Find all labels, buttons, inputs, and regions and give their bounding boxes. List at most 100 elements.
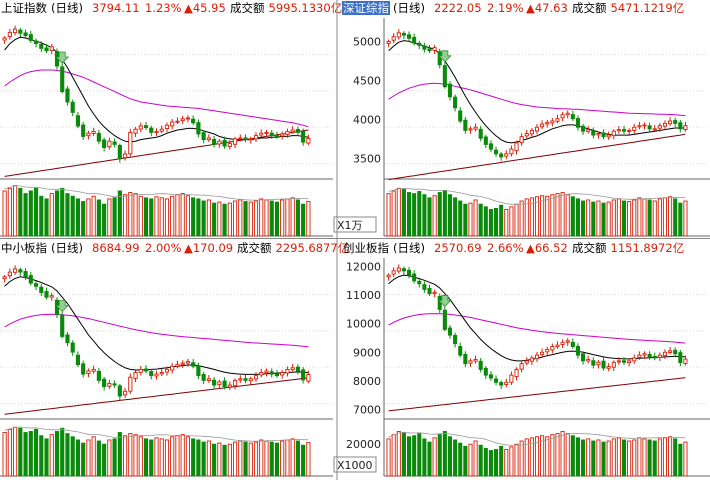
- candles: [386, 29, 688, 161]
- candle-body-down: [673, 349, 678, 355]
- candle: [683, 121, 688, 132]
- volume-bar: [170, 436, 175, 477]
- candle-body-down: [28, 34, 33, 41]
- candle: [586, 125, 591, 134]
- volume-bar: [91, 195, 96, 237]
- candle-body-up: [565, 340, 570, 343]
- candle: [534, 124, 540, 135]
- volume-bar: [112, 438, 117, 477]
- volume-bar: [529, 437, 534, 477]
- volume-bar: [191, 438, 196, 477]
- candle: [180, 115, 185, 125]
- candle: [159, 125, 164, 134]
- volume-bar: [463, 203, 468, 237]
- candle: [396, 29, 401, 40]
- candle: [488, 140, 493, 152]
- volume-bar: [301, 444, 306, 477]
- volume-bar: [514, 443, 519, 477]
- volume-bar: [13, 426, 18, 477]
- candle: [295, 126, 300, 136]
- volume-bar: [673, 198, 678, 237]
- candle-body-down: [149, 127, 154, 133]
- chart-title: 深证综指: [343, 1, 389, 15]
- candle: [606, 131, 611, 140]
- candle-body-up: [668, 350, 673, 353]
- volume-bars: [386, 187, 688, 237]
- volume-bar: [128, 192, 133, 237]
- candle: [138, 122, 143, 133]
- candle-body-down: [406, 34, 412, 39]
- candle-body-down: [65, 334, 70, 344]
- candle-body-down: [196, 365, 201, 377]
- candle-body-down: [581, 353, 586, 362]
- candle-body-down: [295, 366, 300, 372]
- candle-body-down: [295, 129, 300, 133]
- volume-bar: [621, 200, 627, 237]
- candle: [253, 372, 259, 382]
- volume-bar: [243, 201, 248, 237]
- header-last: 8684.99: [92, 241, 140, 255]
- volume-bar: [401, 188, 406, 237]
- volume-bar: [447, 194, 453, 237]
- volume-bar: [683, 200, 688, 237]
- volume-bar: [391, 434, 396, 477]
- candle: [212, 136, 217, 148]
- volume-bar: [274, 201, 280, 237]
- candle-body-up: [259, 372, 264, 376]
- candle-body-up: [473, 126, 478, 130]
- candle-body-up: [13, 28, 18, 34]
- candle: [647, 122, 652, 133]
- candle: [259, 129, 264, 138]
- candle: [386, 39, 391, 48]
- candle: [642, 351, 647, 359]
- candle: [406, 266, 412, 279]
- candle-body-down: [488, 374, 493, 379]
- candle-body-up: [138, 125, 143, 130]
- volume-bar: [581, 200, 586, 237]
- volume-bar: [102, 443, 107, 477]
- candle-body-up: [264, 131, 269, 134]
- candle: [232, 136, 238, 149]
- header-turnover: 5471.1219亿: [611, 1, 685, 15]
- volume-bar: [621, 439, 627, 477]
- volume-bar: [519, 440, 524, 477]
- volume-bar: [453, 439, 458, 477]
- candle-body-up: [91, 131, 96, 134]
- candle: [285, 128, 290, 138]
- candle: [417, 40, 422, 50]
- candle: [264, 129, 269, 138]
- signal-arrow-icon: [437, 295, 452, 307]
- volume-bar: [290, 197, 295, 237]
- candle-body-down: [102, 139, 107, 149]
- candle-body-up: [13, 268, 18, 273]
- candle-body-down: [96, 370, 101, 381]
- candle-body-up: [185, 361, 190, 364]
- volume-bar: [565, 433, 570, 477]
- volume-bar: [44, 438, 49, 477]
- ma-mid-line: [4, 69, 309, 128]
- candle-body-up: [133, 128, 138, 134]
- candle-body-up: [524, 360, 529, 364]
- volume-bar: [196, 198, 201, 237]
- header-turnover: 1151.8972亿: [611, 241, 685, 255]
- candle: [581, 123, 586, 135]
- volume-bar: [75, 198, 81, 237]
- candle: [427, 45, 432, 53]
- candle: [406, 31, 412, 42]
- candle-body-up: [232, 138, 238, 145]
- volume-bar: [222, 203, 227, 237]
- volume-bar: [28, 431, 33, 477]
- header-turnover-label: 成交额: [572, 1, 607, 15]
- candle-body-up: [616, 129, 621, 132]
- candle-body-up: [519, 363, 524, 370]
- volume-bar: [143, 197, 149, 237]
- header-turnover: 5995.1330亿: [269, 1, 343, 15]
- candle-body-down: [75, 354, 81, 366]
- candle-body-up: [616, 360, 621, 363]
- volume-bar: [611, 438, 616, 477]
- candle-body-up: [529, 357, 534, 362]
- candle: [123, 150, 128, 161]
- candle: [65, 331, 70, 347]
- candle: [70, 99, 75, 117]
- candle: [217, 138, 222, 148]
